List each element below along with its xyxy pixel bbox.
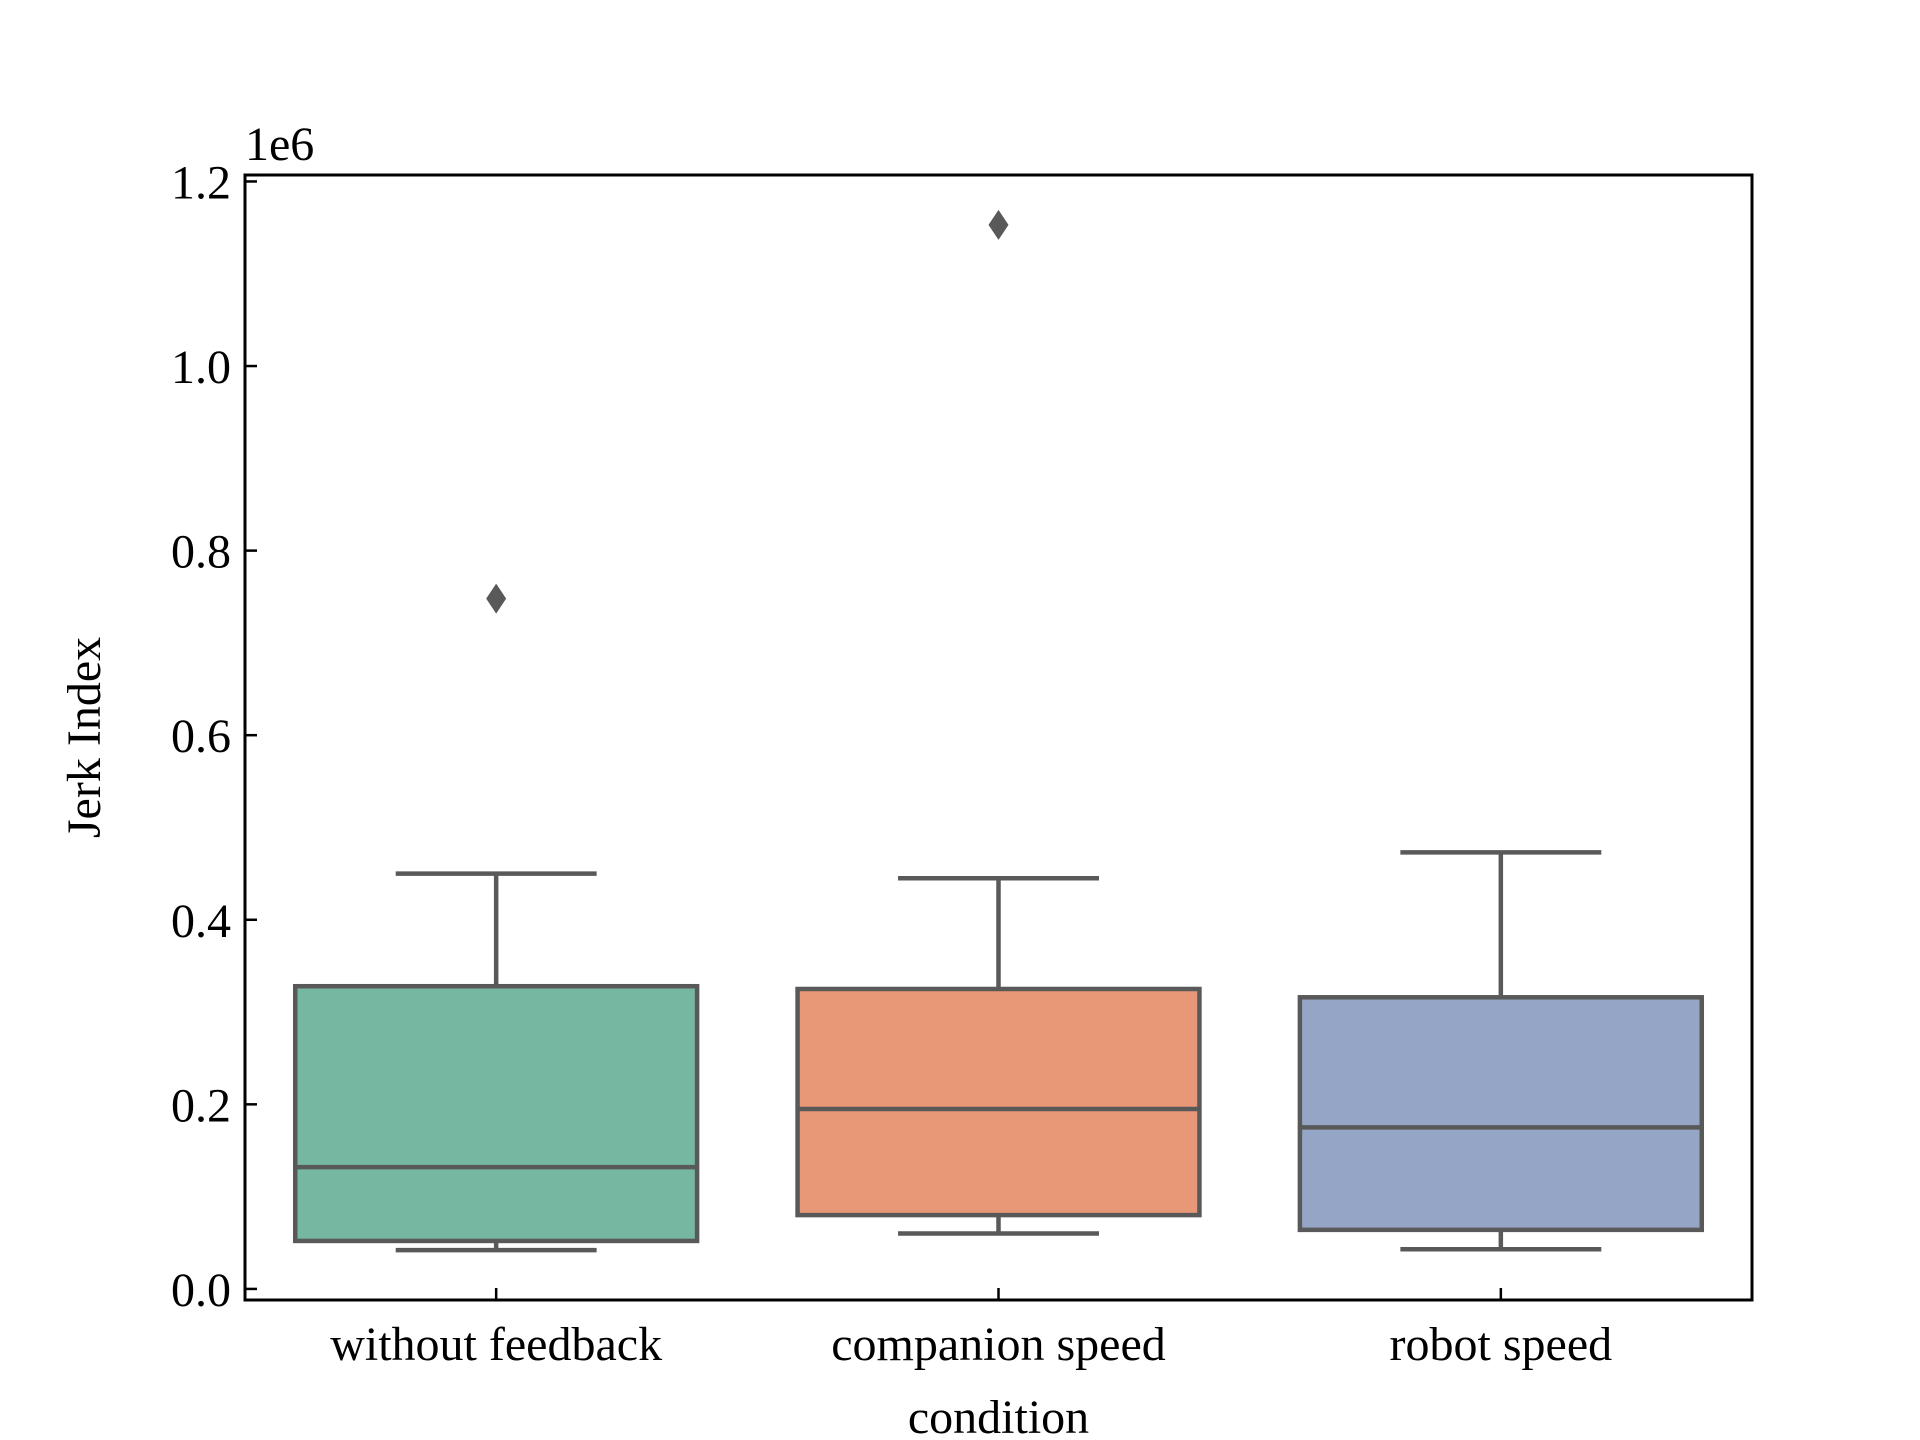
x-axis-label: condition (908, 1391, 1089, 1440)
box-group-1: companion speed (795, 209, 1202, 1371)
box-group-2: robot speed (1297, 850, 1705, 1371)
y-tick-label: 0.6 (171, 710, 231, 763)
y-tick-label: 0.8 (171, 526, 231, 579)
y-tick-label: 0.2 (171, 1079, 231, 1132)
y-tick-label: 1.0 (171, 341, 231, 394)
y-axis-label: Jerk Index (58, 637, 111, 838)
box-iqr (1297, 995, 1705, 1233)
y-tick-label: 1.2 (171, 156, 231, 209)
box-group-0: without feedback (292, 583, 700, 1371)
x-tick-label: companion speed (831, 1318, 1166, 1371)
y-ticks-layer: 0.0 0.2 0.4 0.6 0.8 1.0 1.2 (171, 156, 257, 1317)
box-iqr (292, 983, 700, 1244)
x-tick-label: without feedback (330, 1318, 662, 1371)
x-tick-label: robot speed (1390, 1318, 1613, 1371)
outlier-point (486, 583, 507, 614)
y-axis-offset-label: 1e6 (245, 118, 314, 171)
plot-area-frame (243, 173, 1754, 1302)
outlier-point (988, 209, 1009, 240)
box-iqr (795, 986, 1202, 1218)
y-tick-label: 0.4 (171, 895, 231, 948)
y-tick-label: 0.0 (171, 1264, 231, 1317)
boxes-layer: without feedback companion speed robot spe… (292, 209, 1705, 1371)
